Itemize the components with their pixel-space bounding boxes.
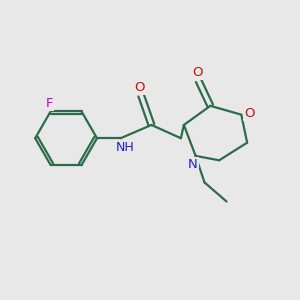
Text: O: O [134, 81, 145, 94]
Text: O: O [244, 107, 255, 120]
Text: N: N [188, 158, 198, 171]
Text: NH: NH [116, 141, 134, 154]
Text: F: F [45, 97, 53, 110]
Text: O: O [192, 66, 202, 79]
